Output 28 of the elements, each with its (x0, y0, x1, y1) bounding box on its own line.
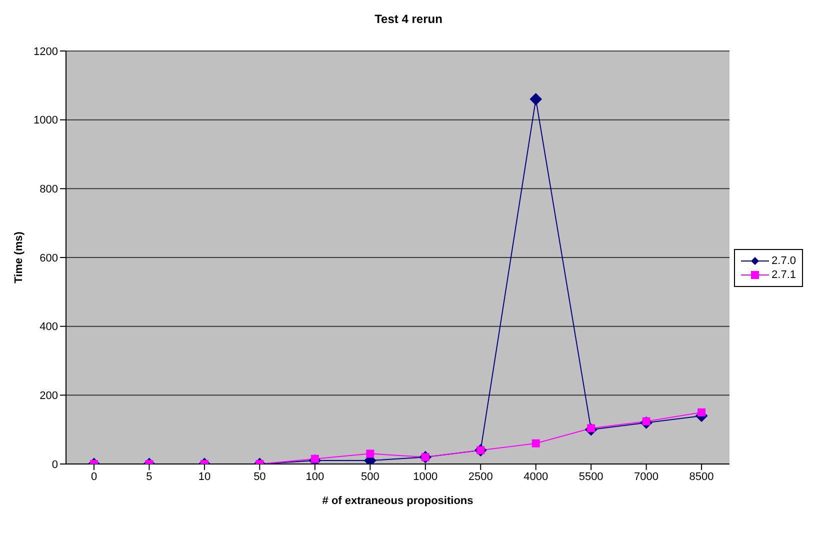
y-tick-label: 0 (52, 458, 58, 471)
y-tick-label: 400 (40, 321, 58, 334)
point (530, 93, 542, 106)
x-tick-label: 4000 (524, 470, 548, 483)
y-tick-label: 600 (40, 252, 58, 264)
y-tick-label: 1000 (34, 114, 58, 127)
x-tick-label: 8500 (689, 470, 714, 483)
chart-title: Test 4 rerun (374, 12, 444, 26)
y-tick-label: 800 (40, 184, 58, 196)
x-tick-label: 1000 (413, 470, 438, 483)
x-axis-title: # of extraneous propositions (322, 495, 474, 507)
x-tick-label: 10 (198, 470, 211, 483)
x-tick-label: 500 (360, 470, 380, 483)
x-tick-label: 100 (306, 470, 324, 483)
x-tick-label: 2500 (468, 470, 493, 483)
legend-label: 2.7.1 (772, 269, 796, 281)
point (532, 439, 540, 448)
x-tick-label: 7000 (634, 470, 659, 483)
point (366, 450, 374, 458)
y-axis-title: Time (ms) (12, 231, 25, 284)
legend-label: 2.7.0 (772, 255, 796, 267)
point (698, 408, 706, 416)
x-tick-label: 5 (146, 470, 152, 483)
y-tick-label: 1200 (34, 46, 58, 58)
x-tick-label: 50 (254, 470, 266, 483)
x-tick-label: 5500 (578, 470, 604, 483)
y-tick-label: 200 (40, 390, 58, 402)
x-tick-label: 0 (90, 470, 98, 483)
